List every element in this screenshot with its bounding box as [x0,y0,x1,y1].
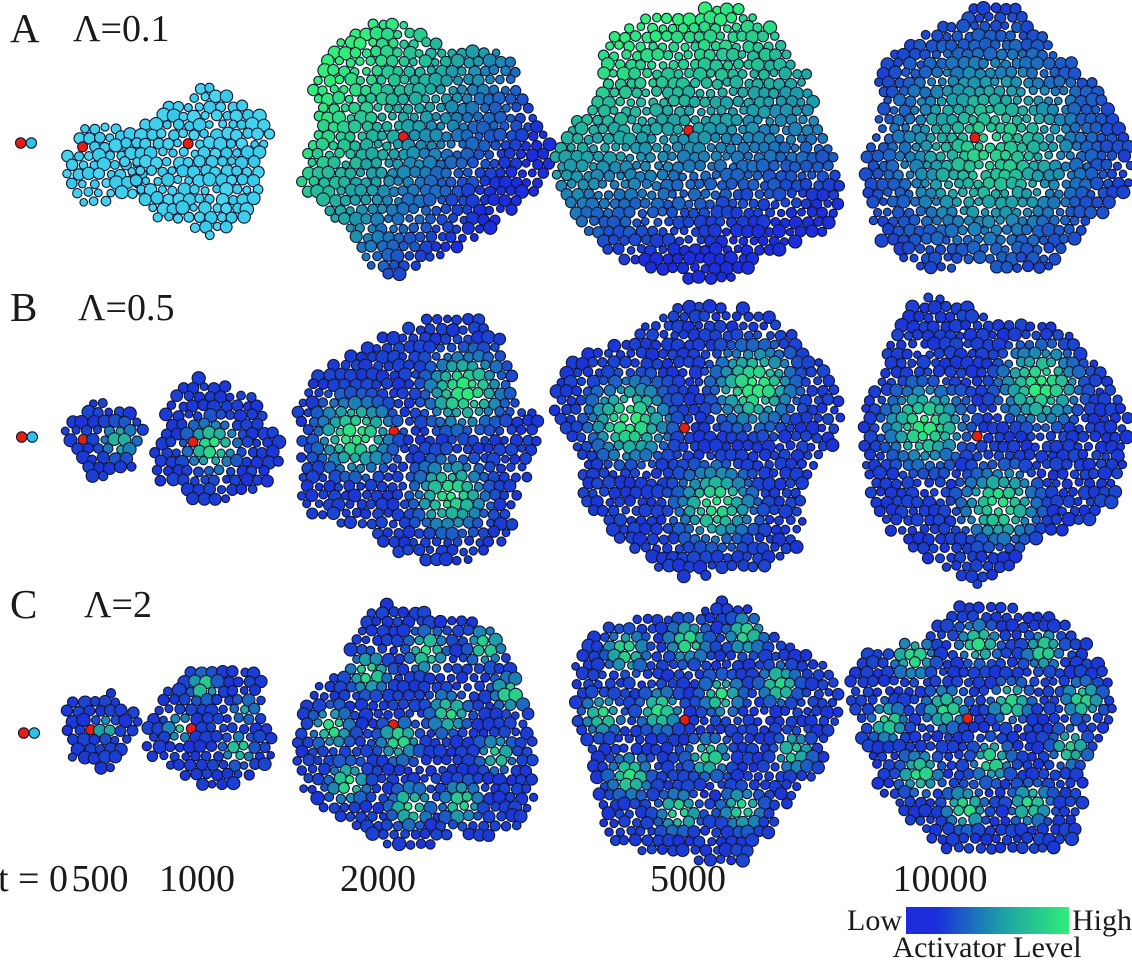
colony-t5000 [549,1,846,285]
colony-t2000 [291,312,545,567]
colony-t0 [14,137,38,149]
colony-t2000 [296,17,557,282]
row-c-colonies [17,595,1117,868]
colony-t2000 [291,597,539,852]
colorbar-gradient [906,907,1069,934]
time-label-1000: 1000 [159,858,235,900]
time-label-5000: 5000 [650,858,726,900]
time-label-2000: 2000 [340,858,416,900]
colony-t500 [60,398,149,483]
colony-t10000 [844,600,1117,855]
lambda-value-c: Λ=2 [84,584,152,626]
colony-t10000 [858,1,1132,275]
colony-t5000 [548,299,846,584]
colony-t5000 [568,595,845,868]
lambda-value-a: Λ=0.1 [73,8,170,50]
colony-t1000 [141,665,278,791]
colony-t1000 [149,371,287,506]
row-b-colonies [15,292,1132,590]
row-a-colonies [14,1,1132,285]
panel-label-a: A [10,5,40,51]
colony-t500 [60,688,143,775]
colony-t1000 [119,82,276,241]
colorbar-title: Activator Level [892,931,1082,964]
colony-t0 [17,727,41,739]
time-label-0: t = 0 [0,858,68,900]
panel-label-b: B [10,284,38,330]
time-label-10000: 10000 [892,858,988,900]
colorbar-high-label: High [1072,904,1132,937]
panel-label-c: C [10,581,38,627]
time-label-500: 500 [71,858,129,900]
colony-t0 [15,431,39,443]
lambda-value-b: Λ=0.5 [78,287,175,329]
colorbar-low-label: Low [847,904,902,937]
colony-t10000 [857,292,1132,590]
